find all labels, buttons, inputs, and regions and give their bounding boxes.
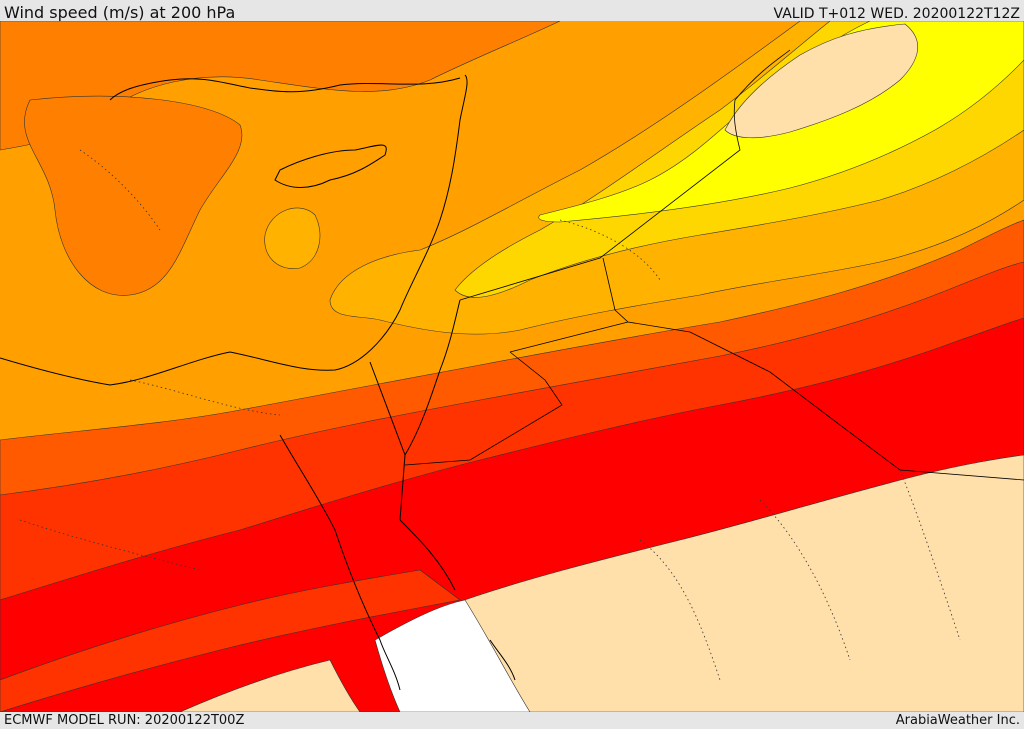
band-none (374, 599, 531, 712)
header-bar (0, 0, 1024, 21)
coastlines (0, 74, 516, 691)
band-light-orange-cyprus (264, 207, 321, 269)
footer-bar (0, 712, 1024, 729)
dotted-admin-lines (19, 149, 961, 681)
band-orange-red-south (0, 569, 461, 712)
band-low-southwest (179, 659, 361, 712)
band-low-northeast (724, 23, 919, 139)
valid-time: VALID T+012 WED. 20200122T12Z (773, 6, 1020, 22)
wind-speed-map (0, 21, 1024, 712)
band-dark-orange-sea (24, 95, 243, 296)
borders (404, 49, 1024, 481)
credit: ArabiaWeather Inc. (895, 713, 1020, 728)
model-run: ECMWF MODEL RUN: 20200122T00Z (4, 713, 245, 728)
map-title: Wind speed (m/s) at 200 hPa (4, 3, 236, 22)
